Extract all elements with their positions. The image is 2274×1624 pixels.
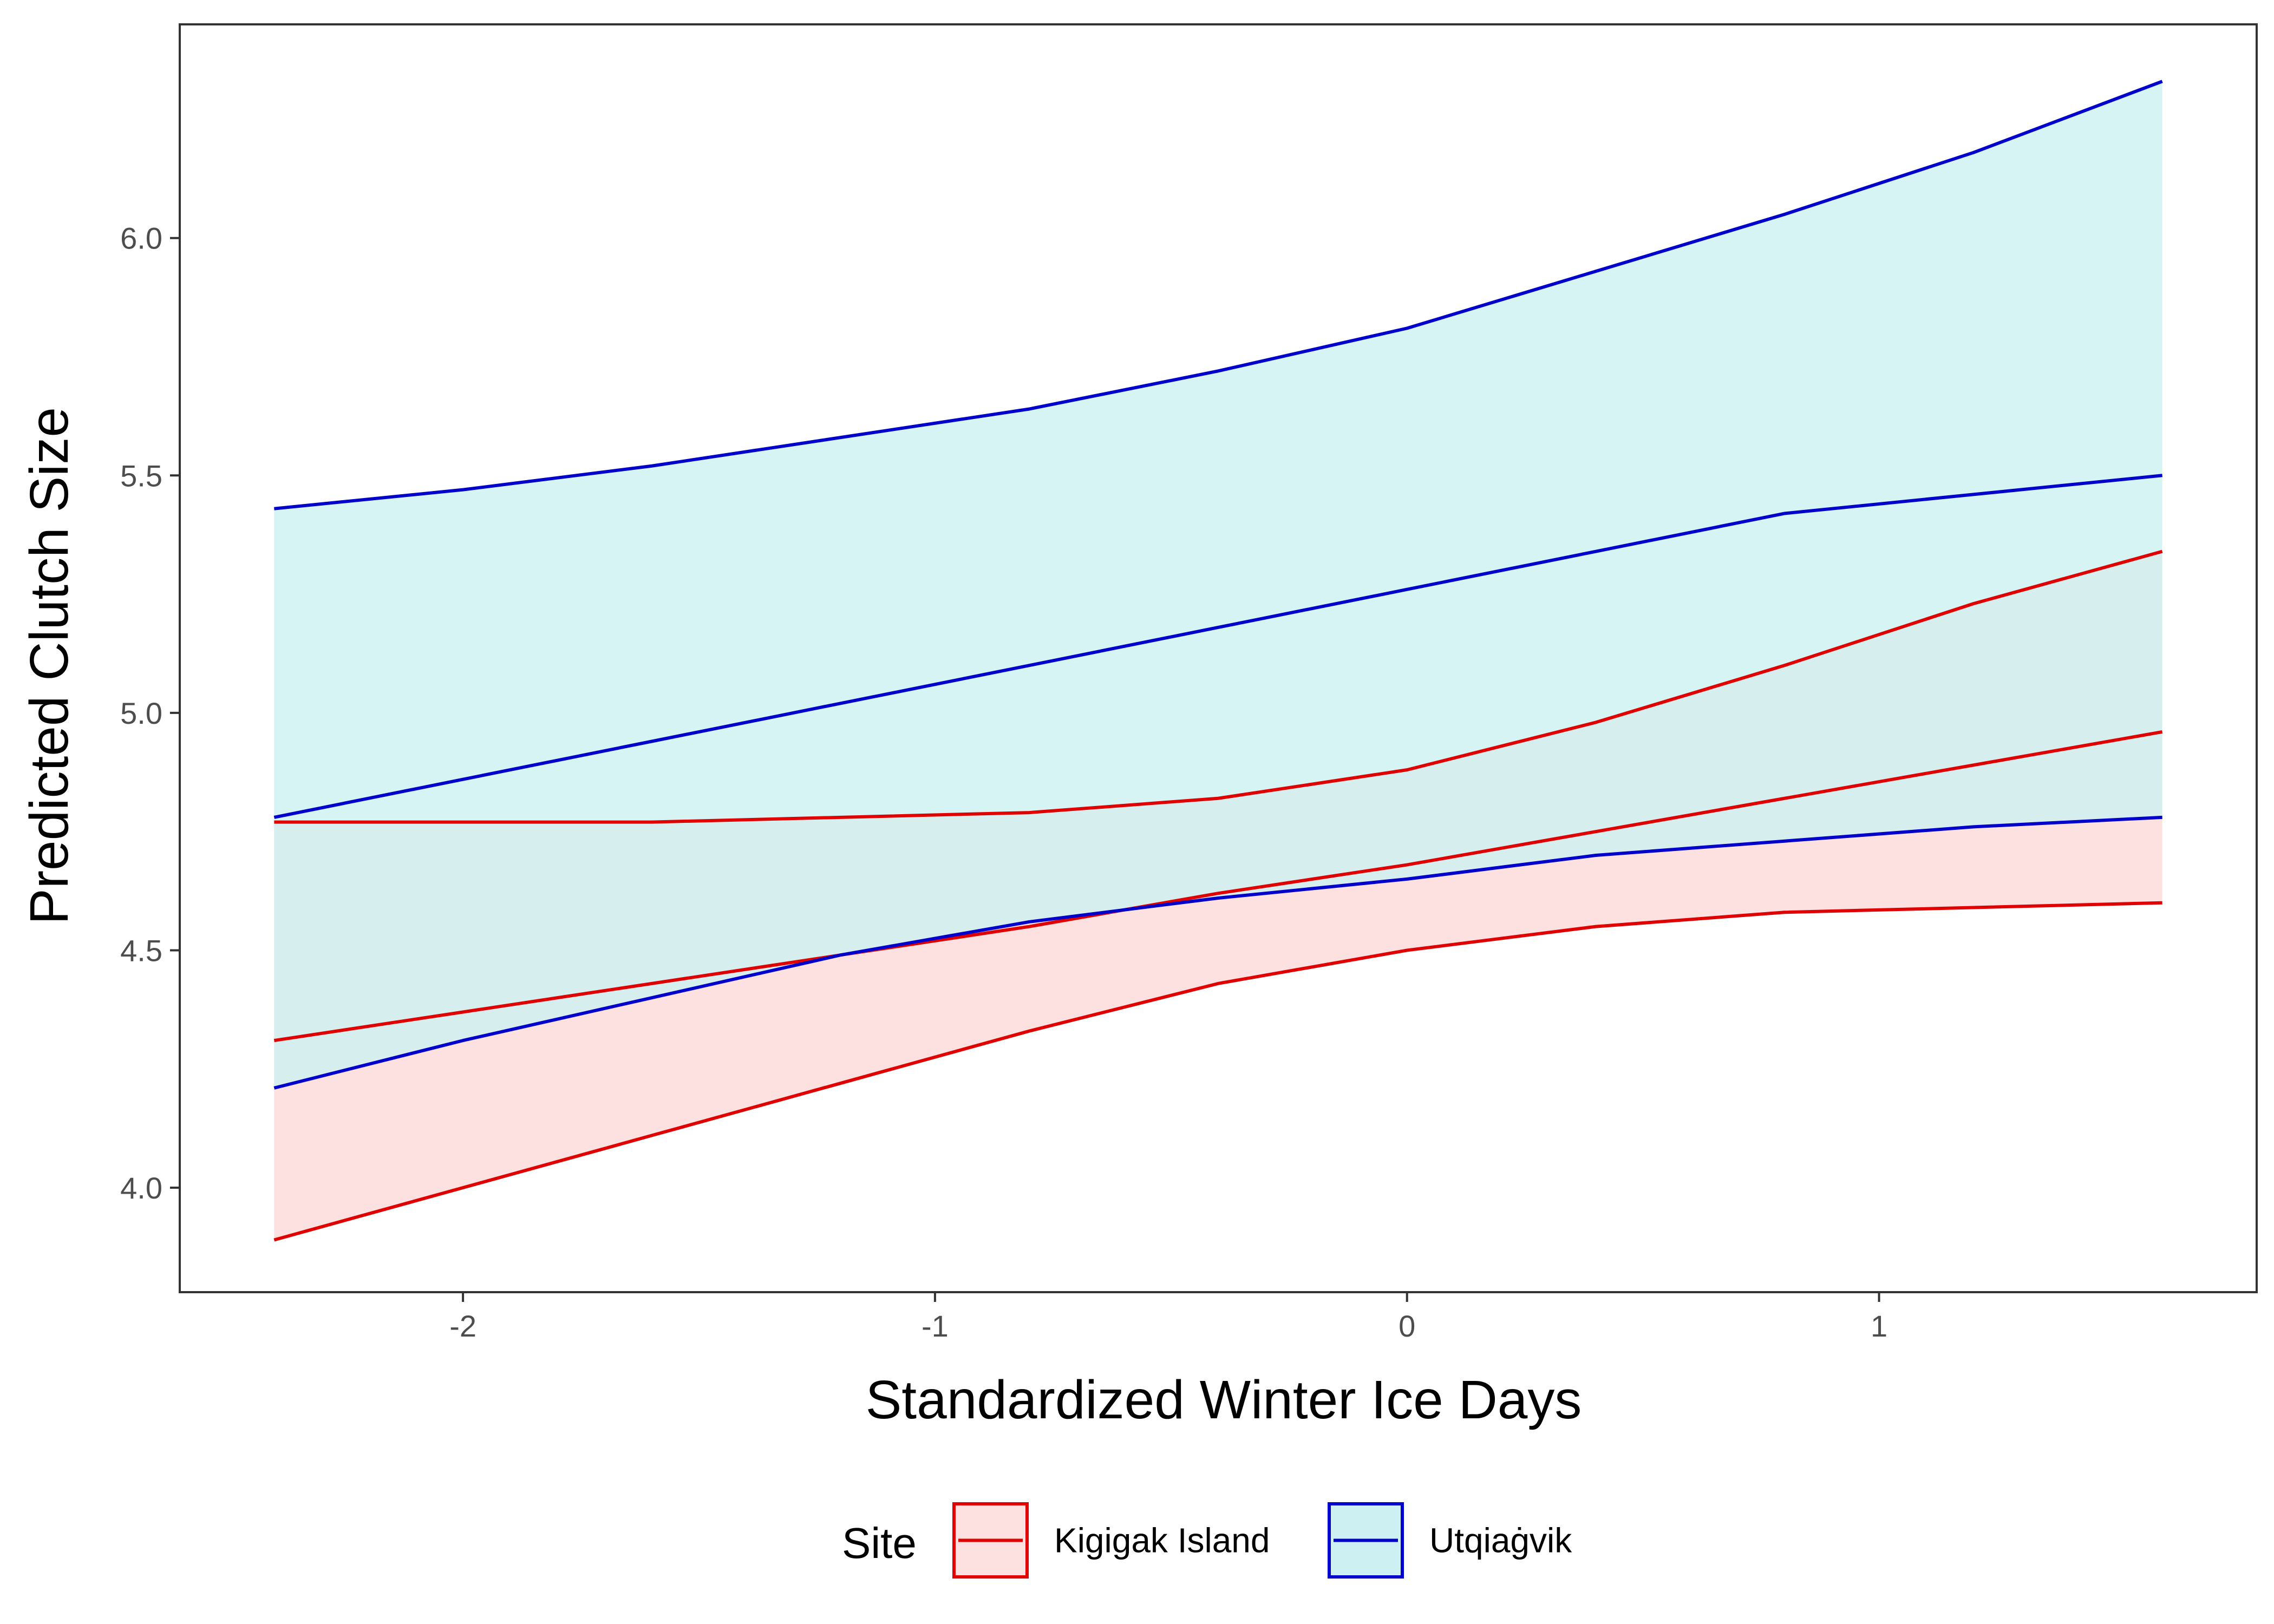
y-tick-label: 4.0 [120, 1171, 162, 1205]
line-kigigak-lower [273, 901, 2162, 1242]
y-tick-label: 5.5 [120, 459, 162, 493]
plot-panel [179, 23, 2258, 1293]
y-axis-title: Predicted Clutch Size [19, 407, 80, 925]
lines [273, 80, 2163, 1242]
line-utqiagvik-mean [273, 474, 2162, 819]
x-tick-label: -1 [922, 1309, 949, 1343]
x-tick-label: 1 [1871, 1309, 1887, 1343]
y-axis: 4.0 4.5 5.0 5.5 6.0 [120, 221, 180, 1205]
y-tick-label: 6.0 [120, 221, 162, 256]
line-kigigak-upper [274, 549, 2163, 824]
legend-label-kigigak: Kigigak Island [1054, 1521, 1270, 1560]
line-utqiagvik-upper [274, 80, 2163, 510]
ribbons [274, 81, 2162, 1240]
legend: Site Kigigak Island Utqiaġvik [842, 1502, 1572, 1579]
x-axis: -2 -1 0 1 [449, 1292, 1887, 1343]
x-axis-title: Standardized Winter Ice Days [866, 1370, 1582, 1430]
x-tick-label: 0 [1399, 1309, 1415, 1343]
y-tick-label: 5.0 [120, 696, 162, 730]
panel-border [179, 23, 2258, 1293]
y-tick-label: 4.5 [120, 933, 162, 967]
ribbon-utqiagvik [274, 81, 2162, 1088]
line-utqiagvik-lower [273, 815, 2162, 1090]
legend-title: Site [842, 1519, 917, 1567]
line-kigigak-mean [273, 730, 2163, 1043]
x-tick-label: -2 [449, 1309, 476, 1343]
legend-label-utqiagvik: Utqiaġvik [1429, 1521, 1572, 1560]
